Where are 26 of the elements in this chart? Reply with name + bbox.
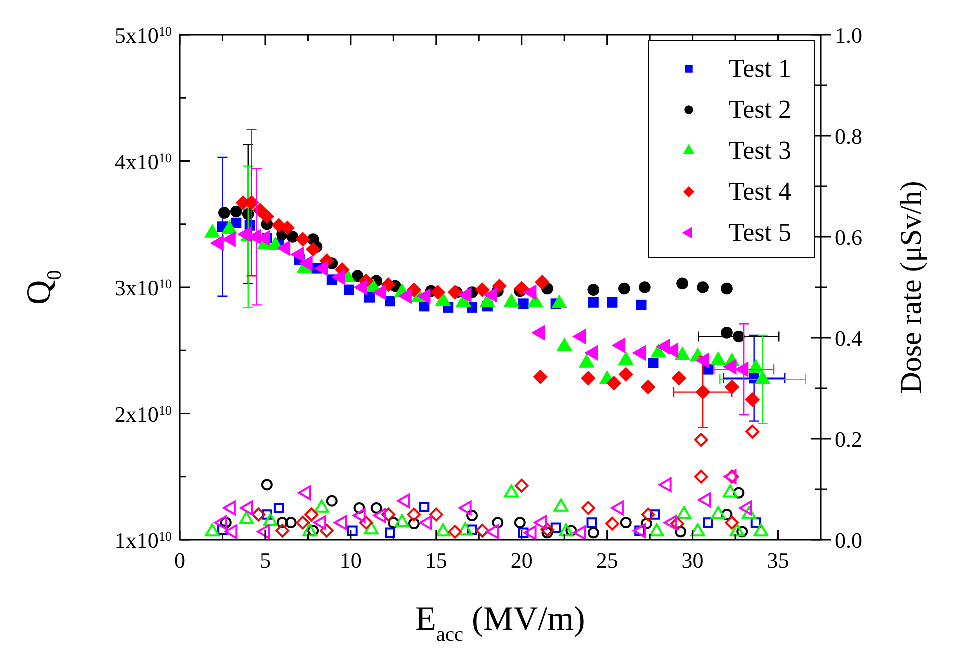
y2-tick-label: 0.2 [835, 427, 862, 452]
legend-label: Test 5 [729, 218, 792, 247]
y2-tick-label: 1.0 [835, 23, 862, 48]
y-tick-label: 4x10$^{10}$ [114, 149, 172, 174]
y2-tick-label: 0.4 [835, 326, 862, 351]
x-tick-label: 0 [174, 548, 186, 573]
legend-label: Test 4 [729, 177, 792, 206]
x-axis-title: E$_{acc}$ (MV/m) [416, 601, 586, 646]
y2-tick-label: 0.8 [835, 124, 862, 149]
y-tick-label: 1x10$^{10}$ [114, 528, 172, 553]
y2-axis-title: Dose rate (μSv/h) [895, 181, 928, 394]
x-tick-label: 5 [260, 548, 271, 573]
x-tick-label: 35 [767, 548, 790, 573]
y2-tick-label: 0.6 [835, 225, 862, 250]
y-tick-label: 2x10$^{10}$ [114, 402, 172, 427]
x-tick-label: 20 [510, 548, 533, 573]
legend-label: Test 3 [729, 136, 792, 165]
y2-tick-label: 0.0 [835, 528, 862, 553]
y-tick-label: 3x10$^{10}$ [114, 276, 172, 300]
y-tick-label: 5x10$^{10}$ [114, 23, 172, 48]
x-tick-label: 15 [425, 548, 448, 573]
x-tick-label: 10 [340, 548, 362, 573]
x-tick-label: 25 [596, 548, 618, 573]
x-tick-label: 30 [682, 548, 704, 573]
legend-label: Test 1 [729, 54, 792, 83]
legend-label: Test 2 [729, 95, 792, 124]
